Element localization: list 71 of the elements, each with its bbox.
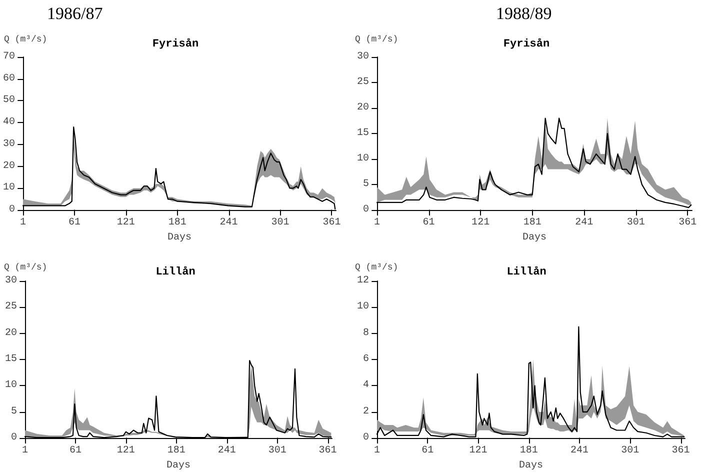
- y-tick-label: 10: [4, 380, 17, 392]
- y-tick-label: 50: [2, 95, 15, 106]
- y-tick-label: 0: [362, 204, 369, 216]
- y-tick-label: 20: [356, 102, 369, 114]
- y-axis-title: Q (m³/s): [355, 262, 398, 272]
- x-tick-label: 181: [168, 218, 186, 229]
- y-tick-label: 15: [4, 354, 17, 366]
- x-tick-label: 181: [167, 446, 186, 457]
- y-tick-label: 30: [4, 276, 17, 286]
- x-tick-label: 241: [220, 218, 238, 229]
- y-tick-label: 30: [2, 138, 15, 150]
- y-tick-label: 4: [362, 380, 369, 392]
- y-axis-title: Q (m³/s): [4, 34, 48, 44]
- y-tick-label: 20: [2, 160, 15, 172]
- x-tick-label: 301: [268, 446, 286, 457]
- x-tick-label: 361: [322, 218, 341, 229]
- y-tick-label: 60: [2, 73, 15, 84]
- x-tick-label: 1: [20, 218, 26, 229]
- y-tick-label: 10: [2, 182, 15, 194]
- x-tick-label: 181: [520, 446, 538, 457]
- y-axis-title: Q (m³/s): [355, 34, 398, 44]
- y-tick-label: 10: [356, 302, 369, 313]
- x-tick-label: 361: [672, 446, 690, 457]
- y-tick-label: 15: [356, 128, 369, 140]
- y-tick-label: 0: [8, 204, 15, 216]
- chart-subtitle: 1986/87: [47, 4, 104, 23]
- y-tick-label: 8: [362, 328, 369, 339]
- chart-title: Lillån: [506, 266, 546, 278]
- x-axis-title: Days: [518, 460, 544, 472]
- x-tick-label: 121: [116, 218, 135, 229]
- y-tick-label: 2: [362, 406, 369, 418]
- y-tick-label: 12: [356, 276, 369, 286]
- chart-title: Lillån: [156, 266, 196, 278]
- y-tick-label: 25: [4, 302, 17, 313]
- x-tick-label: 361: [318, 446, 337, 457]
- x-tick-label: 181: [523, 218, 542, 229]
- chart-title: Fyrisån: [152, 38, 199, 50]
- y-tick-label: 0: [362, 432, 369, 444]
- y-tick-label: 40: [2, 117, 15, 128]
- x-tick-label: 1: [374, 446, 380, 457]
- x-tick-label: 1: [22, 446, 28, 457]
- x-tick-label: 241: [218, 446, 236, 457]
- x-tick-label: 241: [570, 446, 589, 457]
- x-axis-title: Days: [166, 460, 191, 472]
- y-tick-label: 25: [356, 77, 369, 88]
- x-tick-label: 361: [678, 218, 697, 229]
- x-axis-title: Days: [167, 232, 192, 244]
- y-tick-label: 0: [10, 432, 17, 444]
- x-tick-label: 121: [116, 446, 135, 457]
- y-tick-label: 30: [356, 52, 369, 62]
- y-tick-label: 10: [356, 154, 369, 165]
- x-tick-label: 1: [374, 218, 380, 229]
- x-tick-label: 301: [626, 218, 645, 229]
- x-tick-label: 61: [69, 446, 82, 457]
- chart-title: Fyrisån: [503, 38, 550, 50]
- x-tick-label: 241: [575, 218, 594, 229]
- x-tick-label: 301: [621, 446, 640, 457]
- y-tick-label: 5: [10, 406, 17, 418]
- y-tick-label: 70: [2, 52, 15, 62]
- x-tick-label: 121: [472, 218, 490, 229]
- y-axis-title: Q (m³/s): [4, 262, 48, 272]
- x-tick-label: 61: [68, 218, 80, 229]
- y-tick-label: 6: [362, 354, 369, 366]
- x-tick-label: 121: [469, 446, 488, 457]
- x-axis-title: Days: [522, 232, 547, 244]
- x-tick-label: 61: [422, 218, 435, 229]
- x-tick-label: 61: [422, 446, 434, 457]
- x-tick-label: 301: [271, 218, 290, 229]
- chart-subtitle: 1988/89: [496, 4, 552, 23]
- y-tick-label: 20: [4, 328, 17, 339]
- y-tick-label: 5: [362, 179, 369, 190]
